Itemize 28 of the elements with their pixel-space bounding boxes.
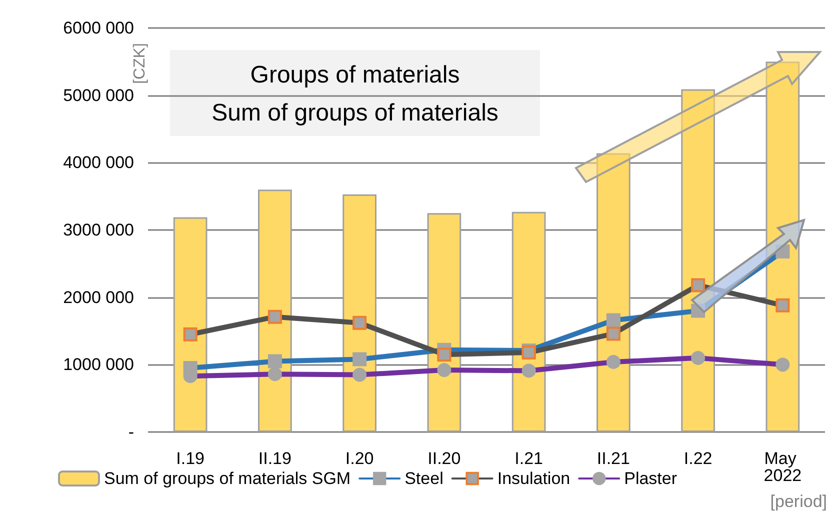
bar <box>596 153 630 432</box>
y-tick-label: 1000 000 <box>63 355 134 374</box>
legend-label: Steel <box>404 469 444 488</box>
annotation: Sum of groups of materials <box>212 100 498 126</box>
legend-label: Insulation <box>497 469 570 488</box>
y-tick-label: 4000 000 <box>63 153 134 172</box>
bar <box>173 217 208 432</box>
x-tick-label: May 2022 <box>764 449 802 485</box>
x-tick-label: II.20 <box>428 449 461 468</box>
x-tick-label: II.21 <box>596 449 630 468</box>
legend-label: Plaster <box>624 469 678 488</box>
legend-label: Sum of groups of materials SGM <box>104 469 351 488</box>
x-axis-title: [period] <box>770 492 827 511</box>
bar <box>512 212 546 432</box>
y-tick-label: 3000 000 <box>63 220 134 240</box>
bar <box>427 213 462 432</box>
x-tick-label: I.20 <box>345 449 374 468</box>
bar <box>766 62 800 432</box>
y-tick-label: - <box>128 422 134 442</box>
y-axis-title: [CZK] <box>132 43 148 84</box>
x-tick-label: I.19 <box>176 449 204 468</box>
x-tick-label: II.19 <box>258 449 292 468</box>
y-tick-label: 5000 000 <box>63 86 134 105</box>
y-tick-label: 6000 000 <box>63 18 134 38</box>
annotation: Groups of materials <box>250 62 460 88</box>
y-tick-label: 2000 000 <box>63 288 134 307</box>
x-tick-label: I.21 <box>514 449 543 468</box>
x-tick-label: I.22 <box>684 449 712 468</box>
